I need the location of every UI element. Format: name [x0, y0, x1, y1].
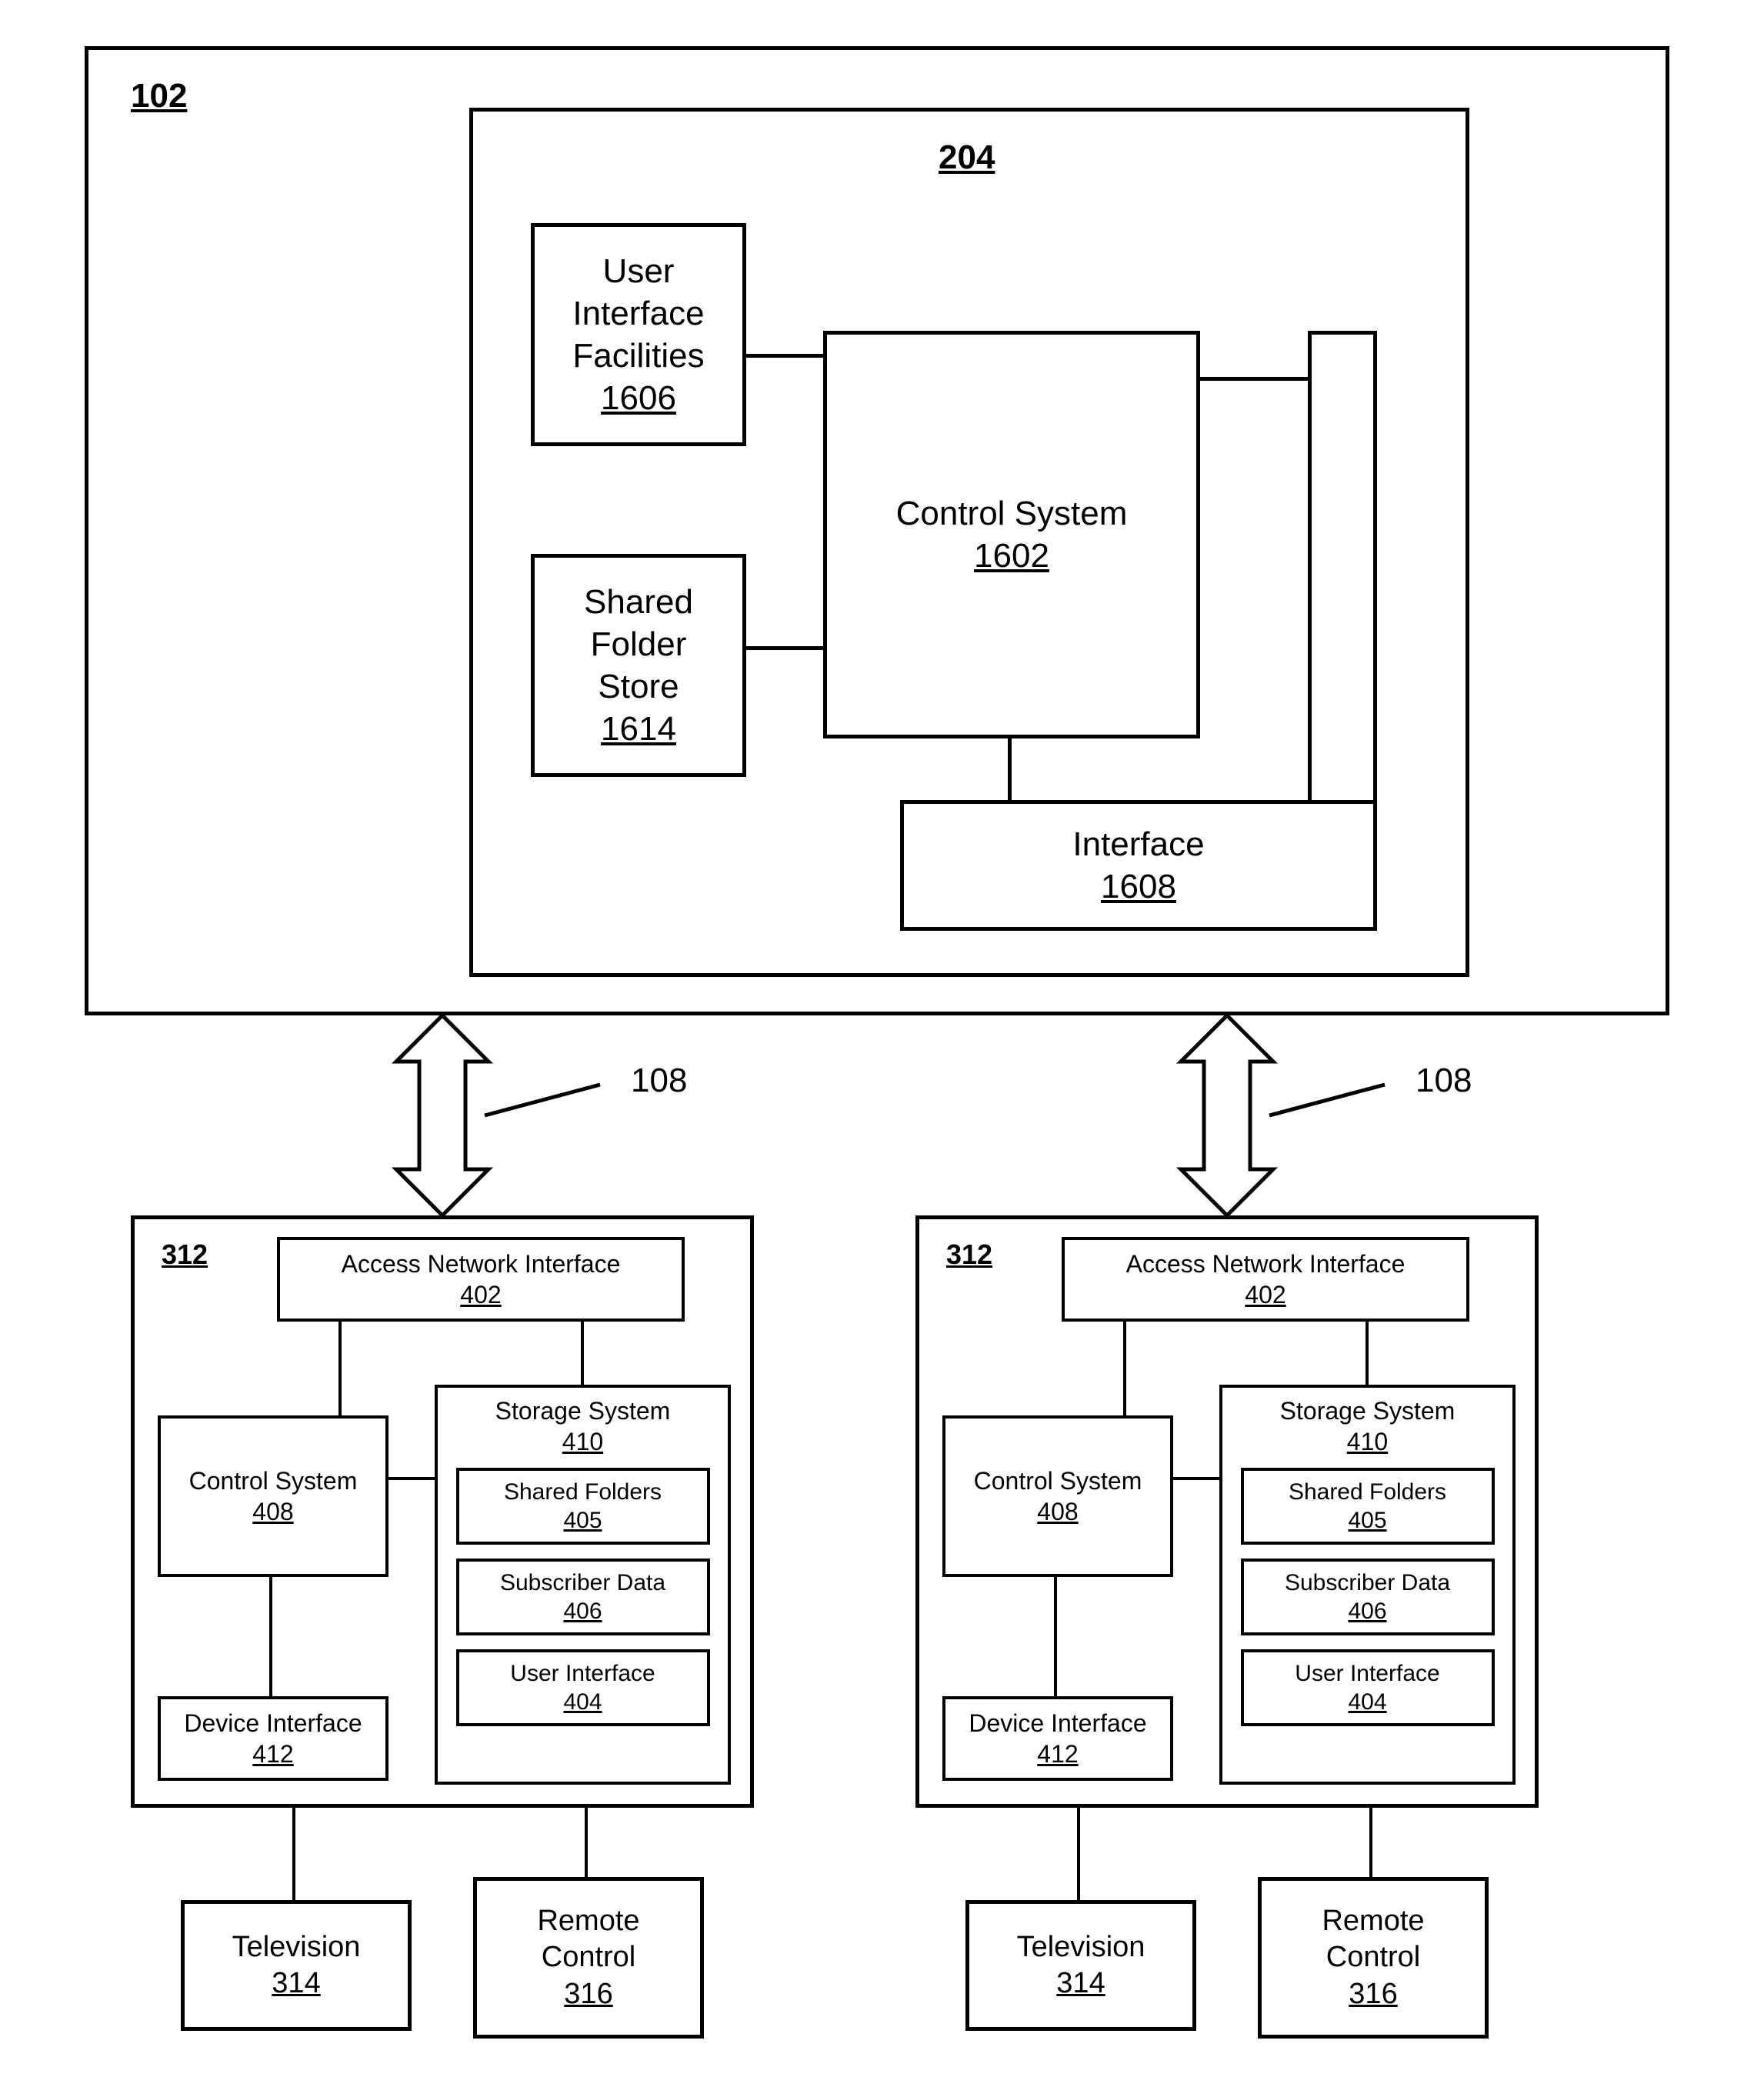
box-sd-right: Subscriber Data 406: [1241, 1559, 1495, 1635]
l-ani-cs-right: [1123, 1322, 1126, 1415]
sfs-l2: Folder: [591, 623, 687, 665]
l-ani-ss-right: [1366, 1322, 1369, 1385]
leader-108-left: [485, 1077, 623, 1123]
box-cs-top: Control System 1602: [823, 331, 1200, 738]
box-ani-left: Access Network Interface 402: [277, 1237, 685, 1322]
ani-l-right: Access Network Interface: [1126, 1249, 1406, 1279]
uif-l3: Facilities: [572, 335, 704, 377]
l-cs-di-left: [269, 1577, 272, 1696]
ani-l-left: Access Network Interface: [342, 1249, 621, 1279]
box-tv-left: Television 314: [181, 1900, 412, 2031]
uif-l1: User: [603, 250, 675, 292]
l-cs-ss-left: [388, 1477, 435, 1480]
box-rc-right: Remote Control 316: [1258, 1877, 1489, 2039]
ss-l-right: Storage System: [1280, 1395, 1456, 1426]
l-cs-ss-right: [1173, 1477, 1219, 1480]
box-di-right: Device Interface 412: [942, 1696, 1173, 1781]
box-di-left: Device Interface 412: [158, 1696, 388, 1781]
di-ref-right: 412: [1037, 1739, 1078, 1769]
diagram-canvas: 102 204 User Interface Facilities 1606 S…: [31, 31, 1733, 2056]
box-cs-right: Control System 408: [942, 1415, 1173, 1577]
l-cs-di-right: [1054, 1577, 1057, 1696]
sd-l-right: Subscriber Data: [1285, 1569, 1450, 1598]
box-ui-left: User Interface 404: [456, 1649, 710, 1726]
line-uif-cs: [746, 354, 823, 358]
cs-ref-left: 408: [252, 1496, 293, 1527]
ss-l-left: Storage System: [495, 1395, 671, 1426]
sd-ref-left: 406: [563, 1597, 602, 1626]
ui-ref-right: 404: [1348, 1688, 1386, 1717]
box-rc-left: Remote Control 316: [473, 1877, 704, 2039]
sf-l-right: Shared Folders: [1289, 1478, 1446, 1507]
cs-l-right: Control System: [974, 1465, 1142, 1496]
uif-l2: Interface: [572, 292, 704, 335]
tv-ref-left: 314: [272, 1965, 320, 2002]
rc-l1-right: Remote: [1322, 1903, 1424, 1940]
l-di-tv-right: [1077, 1808, 1080, 1900]
di-ref-left: 412: [252, 1739, 293, 1769]
sd-l-left: Subscriber Data: [500, 1569, 665, 1598]
l-di-tv-left: [292, 1808, 295, 1900]
box-sf-right: Shared Folders 405: [1241, 1468, 1495, 1545]
ref-102: 102: [131, 77, 187, 115]
l-ani-ss-left: [581, 1322, 584, 1385]
box-sf-left: Shared Folders 405: [456, 1468, 710, 1545]
rc-l2-right: Control: [1326, 1939, 1421, 1976]
di-l-right: Device Interface: [969, 1708, 1146, 1739]
iface-ref: 1608: [1101, 865, 1176, 908]
ani-ref-right: 402: [1245, 1279, 1285, 1310]
di-l-left: Device Interface: [184, 1708, 362, 1739]
sf-ref-left: 405: [563, 1506, 602, 1535]
ss-ref-left: 410: [562, 1426, 603, 1457]
rc-ref-left: 316: [564, 1976, 612, 2013]
uif-ref: 1606: [601, 377, 676, 419]
l-ani-cs-left: [338, 1322, 342, 1415]
rc-l2-left: Control: [542, 1939, 636, 1976]
tv-ref-right: 314: [1056, 1965, 1105, 2002]
sf-ref-right: 405: [1348, 1506, 1386, 1535]
cs-ref-right: 408: [1037, 1496, 1078, 1527]
sfs-l1: Shared: [584, 581, 693, 623]
ref-312-right: 312: [946, 1239, 992, 1271]
leader-108-right: [1269, 1077, 1408, 1123]
ui-ref-left: 404: [563, 1688, 602, 1717]
ui-l-right: User Interface: [1295, 1659, 1439, 1689]
line-cs-iface-v: [1008, 738, 1012, 800]
sf-l-left: Shared Folders: [504, 1478, 662, 1507]
ani-ref-left: 402: [460, 1279, 501, 1310]
cs-l-left: Control System: [189, 1465, 358, 1496]
ref-204: 204: [939, 138, 995, 177]
box-tv-right: Television 314: [965, 1900, 1196, 2031]
box-cs-left: Control System 408: [158, 1415, 388, 1577]
box-iface: Interface 1608: [900, 800, 1377, 931]
cs-ref: 1602: [974, 535, 1049, 577]
box-ani-right: Access Network Interface 402: [1062, 1237, 1469, 1322]
iface-l1: Interface: [1072, 823, 1204, 865]
label-108-left: 108: [631, 1062, 687, 1100]
box-uif: User Interface Facilities 1606: [531, 223, 746, 446]
sfs-ref: 1614: [601, 708, 676, 750]
box-ui-right: User Interface 404: [1241, 1649, 1495, 1726]
l-ss-rc-right: [1369, 1808, 1372, 1877]
l-ss-rc-left: [585, 1808, 588, 1877]
sd-ref-right: 406: [1348, 1597, 1386, 1626]
tv-l-right: Television: [1017, 1929, 1145, 1966]
ui-l-left: User Interface: [510, 1659, 655, 1689]
cs-l1: Control System: [896, 492, 1128, 535]
box-ss-right: Storage System 410 Shared Folders 405 Su…: [1219, 1385, 1516, 1785]
tv-l-left: Television: [232, 1929, 361, 1966]
box-sd-left: Subscriber Data 406: [456, 1559, 710, 1635]
label-108-right: 108: [1416, 1062, 1472, 1100]
ref-312-left: 312: [162, 1239, 208, 1271]
rc-ref-right: 316: [1349, 1976, 1397, 2013]
sfs-l3: Store: [598, 665, 679, 708]
line-sfs-cs: [746, 646, 823, 650]
ss-ref-right: 410: [1347, 1426, 1388, 1457]
box-sfs: Shared Folder Store 1614: [531, 554, 746, 777]
box-ss-left: Storage System 410 Shared Folders 405 Su…: [435, 1385, 731, 1785]
line-cs-narrow: [1200, 377, 1308, 381]
box-tall-narrow: [1308, 331, 1377, 831]
rc-l1-left: Remote: [537, 1903, 639, 1940]
